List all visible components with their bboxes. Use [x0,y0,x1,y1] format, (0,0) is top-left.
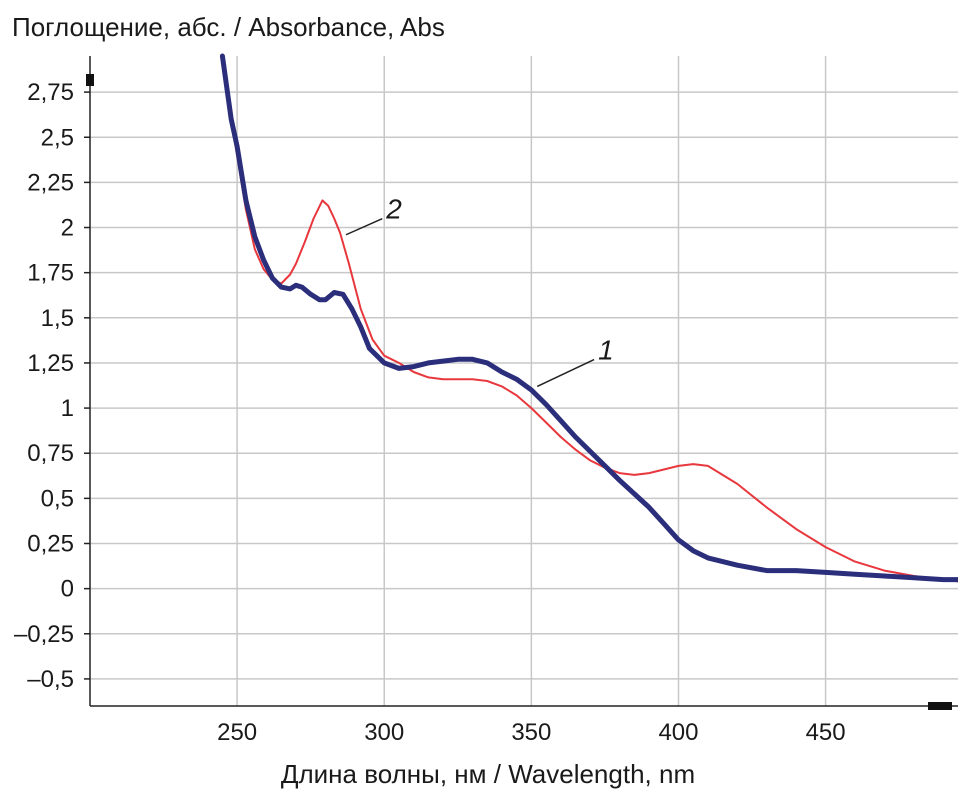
y-tick-label: –0,25 [14,621,74,648]
y-tick-label: 2 [61,215,74,242]
series-1-line [219,53,958,583]
y-tick-label: 1,25 [27,350,74,377]
y-tick-label: 1,5 [41,305,74,332]
annotations-layer: 12 [345,194,614,388]
y-tick-label: 0,25 [27,531,74,558]
series-layer [219,53,958,583]
x-axis-marker [928,702,952,710]
x-tick-label: 400 [658,719,698,746]
y-tick-label: –0,5 [27,666,74,693]
y-tick-label: 2,5 [41,124,74,151]
x-axis-title: Длина волны, нм / Wavelength, nm [281,759,695,789]
y-axis-marker [86,74,94,86]
y-axis-title: Поглощение, абс. / Absorbance, Abs [12,12,445,42]
y-tick-label: 2,25 [27,169,74,196]
y-tick-label: 2,75 [27,79,74,106]
curve-2-label: 2 [385,194,402,225]
y-tick-label: 1 [61,395,74,422]
grid-layer [90,56,958,706]
y-tick-label: 0,75 [27,440,74,467]
y-tick-label: 1,75 [27,260,74,287]
series-2-line [221,55,958,583]
x-tick-label: 300 [364,719,404,746]
x-tick-label: 250 [217,719,257,746]
y-tick-label: 0,5 [41,485,74,512]
x-tick-label: 450 [806,719,846,746]
tick-labels: 2,75 2,5 2,25 2 1,75 1,5 1,25 1 0,75 0,5 0,25 0 –0,2… [14,79,846,746]
curve-1-label: 1 [598,335,614,366]
curve-2-leader [345,218,383,236]
axes-layer [84,56,958,710]
y-tick-label: 0 [61,576,74,603]
x-tick-label: 350 [511,719,551,746]
curve-1-leader [536,358,595,388]
